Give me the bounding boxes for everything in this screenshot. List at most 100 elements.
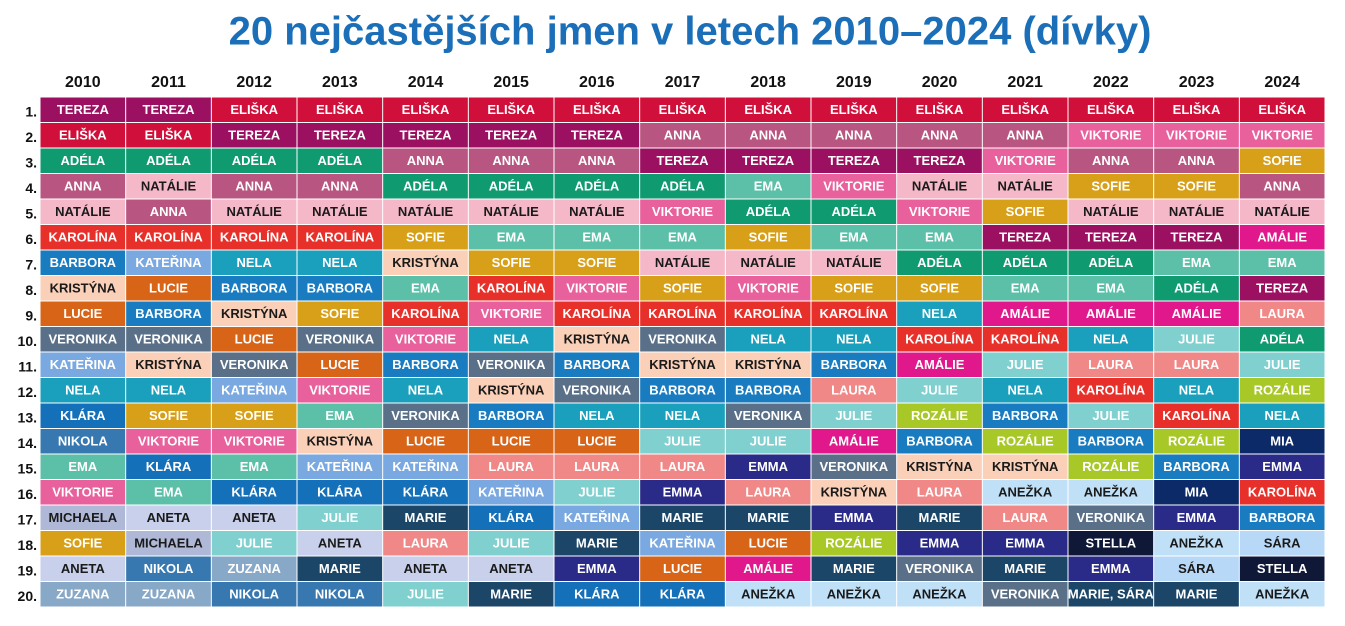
rank-label: 19. xyxy=(18,562,37,578)
name-cell xyxy=(40,531,126,556)
name-label: NELA xyxy=(1007,383,1043,398)
year-header: 2010 xyxy=(65,74,101,91)
name-label: NATÁLIE xyxy=(655,255,711,270)
name-cell xyxy=(554,429,640,454)
name-cell xyxy=(640,556,725,581)
name-label: STELLA xyxy=(1086,536,1137,551)
name-label: ELIŠKA xyxy=(402,102,450,117)
name-cell xyxy=(554,480,640,505)
name-cell xyxy=(468,199,554,224)
name-cell xyxy=(640,97,725,122)
name-cell xyxy=(297,378,383,403)
name-cell xyxy=(897,301,982,326)
name-label: LAURA xyxy=(917,485,963,500)
name-cell xyxy=(40,429,126,454)
name-label: NATÁLIE xyxy=(226,204,282,219)
name-cell xyxy=(811,531,897,556)
name-label: ZUZANA xyxy=(56,587,110,602)
name-label: LUCIE xyxy=(406,434,445,449)
name-label: AMÁLIE xyxy=(743,561,793,576)
name-cell xyxy=(468,301,554,326)
name-label: VIKTORIE xyxy=(395,332,456,347)
name-cell xyxy=(982,276,1068,301)
name-label: NELA xyxy=(665,408,701,423)
name-label: ANEŽKA xyxy=(827,587,882,602)
name-cell xyxy=(1068,276,1154,301)
name-label: KLÁRA xyxy=(574,587,620,602)
name-label: ANNA xyxy=(664,128,702,143)
name-cell xyxy=(383,556,468,581)
name-cell xyxy=(40,97,126,122)
name-label: ADÉLA xyxy=(146,153,191,168)
name-label: MARIE xyxy=(919,510,961,525)
name-label: NELA xyxy=(1179,383,1215,398)
rank-label: 13. xyxy=(18,409,37,425)
name-label: NELA xyxy=(322,255,358,270)
name-cell xyxy=(468,225,554,250)
name-cell xyxy=(40,301,126,326)
name-cell xyxy=(811,327,897,352)
rank-label: 11. xyxy=(18,358,37,374)
name-label: NIKOLA xyxy=(58,434,108,449)
name-label: JULIE xyxy=(407,587,444,602)
name-cell xyxy=(211,123,297,148)
name-cell xyxy=(897,480,982,505)
name-label: NELA xyxy=(493,332,529,347)
name-label: AMÁLIE xyxy=(1086,306,1136,321)
name-cell xyxy=(211,148,297,173)
name-cell xyxy=(468,556,554,581)
name-cell xyxy=(897,582,982,607)
name-cell xyxy=(725,225,811,250)
name-label: KAROLÍNA xyxy=(991,332,1060,347)
rank-label: 6. xyxy=(25,231,37,247)
name-label: BARBORA xyxy=(1249,510,1316,525)
name-cell xyxy=(297,505,383,530)
name-cell xyxy=(126,378,211,403)
name-cell xyxy=(297,556,383,581)
name-label: ANNA xyxy=(835,128,873,143)
name-cell xyxy=(1068,301,1154,326)
name-cell xyxy=(1154,301,1239,326)
name-label: EMMA xyxy=(1177,510,1217,525)
name-cell xyxy=(383,505,468,530)
name-cell xyxy=(468,276,554,301)
name-label: KATEŘINA xyxy=(478,485,545,500)
name-cell xyxy=(1068,174,1154,199)
name-cell xyxy=(468,429,554,454)
name-label: TEREZA xyxy=(914,153,967,168)
name-cell xyxy=(1068,505,1154,530)
name-label: NELA xyxy=(236,255,272,270)
name-label: ZUZANA xyxy=(142,587,196,602)
name-cell xyxy=(1239,174,1325,199)
name-label: NATÁLIE xyxy=(483,204,539,219)
name-label: ANNA xyxy=(235,179,273,194)
rank-label: 10. xyxy=(18,333,37,349)
year-header: 2015 xyxy=(493,74,529,91)
name-label: NATÁLIE xyxy=(569,204,625,219)
name-label: ANETA xyxy=(232,510,276,525)
name-label: KRISTÝNA xyxy=(821,485,888,500)
name-label: LAURA xyxy=(1174,357,1220,372)
name-label: EMA xyxy=(668,230,698,245)
name-cell xyxy=(1154,123,1239,148)
name-label: EMA xyxy=(68,459,98,474)
name-cell xyxy=(982,250,1068,275)
name-cell xyxy=(1239,556,1325,581)
name-cell xyxy=(897,429,982,454)
year-header: 2014 xyxy=(408,74,444,91)
name-cell xyxy=(554,352,640,377)
name-cell xyxy=(725,352,811,377)
name-cell xyxy=(554,378,640,403)
name-label: KRISTÝNA xyxy=(135,357,202,372)
name-label: BARBORA xyxy=(50,255,117,270)
name-cell xyxy=(1239,454,1325,479)
name-label: KAROLÍNA xyxy=(1162,408,1231,423)
name-cell xyxy=(40,505,126,530)
name-label: TEREZA xyxy=(400,128,453,143)
name-label: AMÁLIE xyxy=(829,434,879,449)
name-cell xyxy=(40,148,126,173)
name-cell xyxy=(1154,174,1239,199)
name-label: EMA xyxy=(411,281,441,296)
name-cell xyxy=(211,276,297,301)
